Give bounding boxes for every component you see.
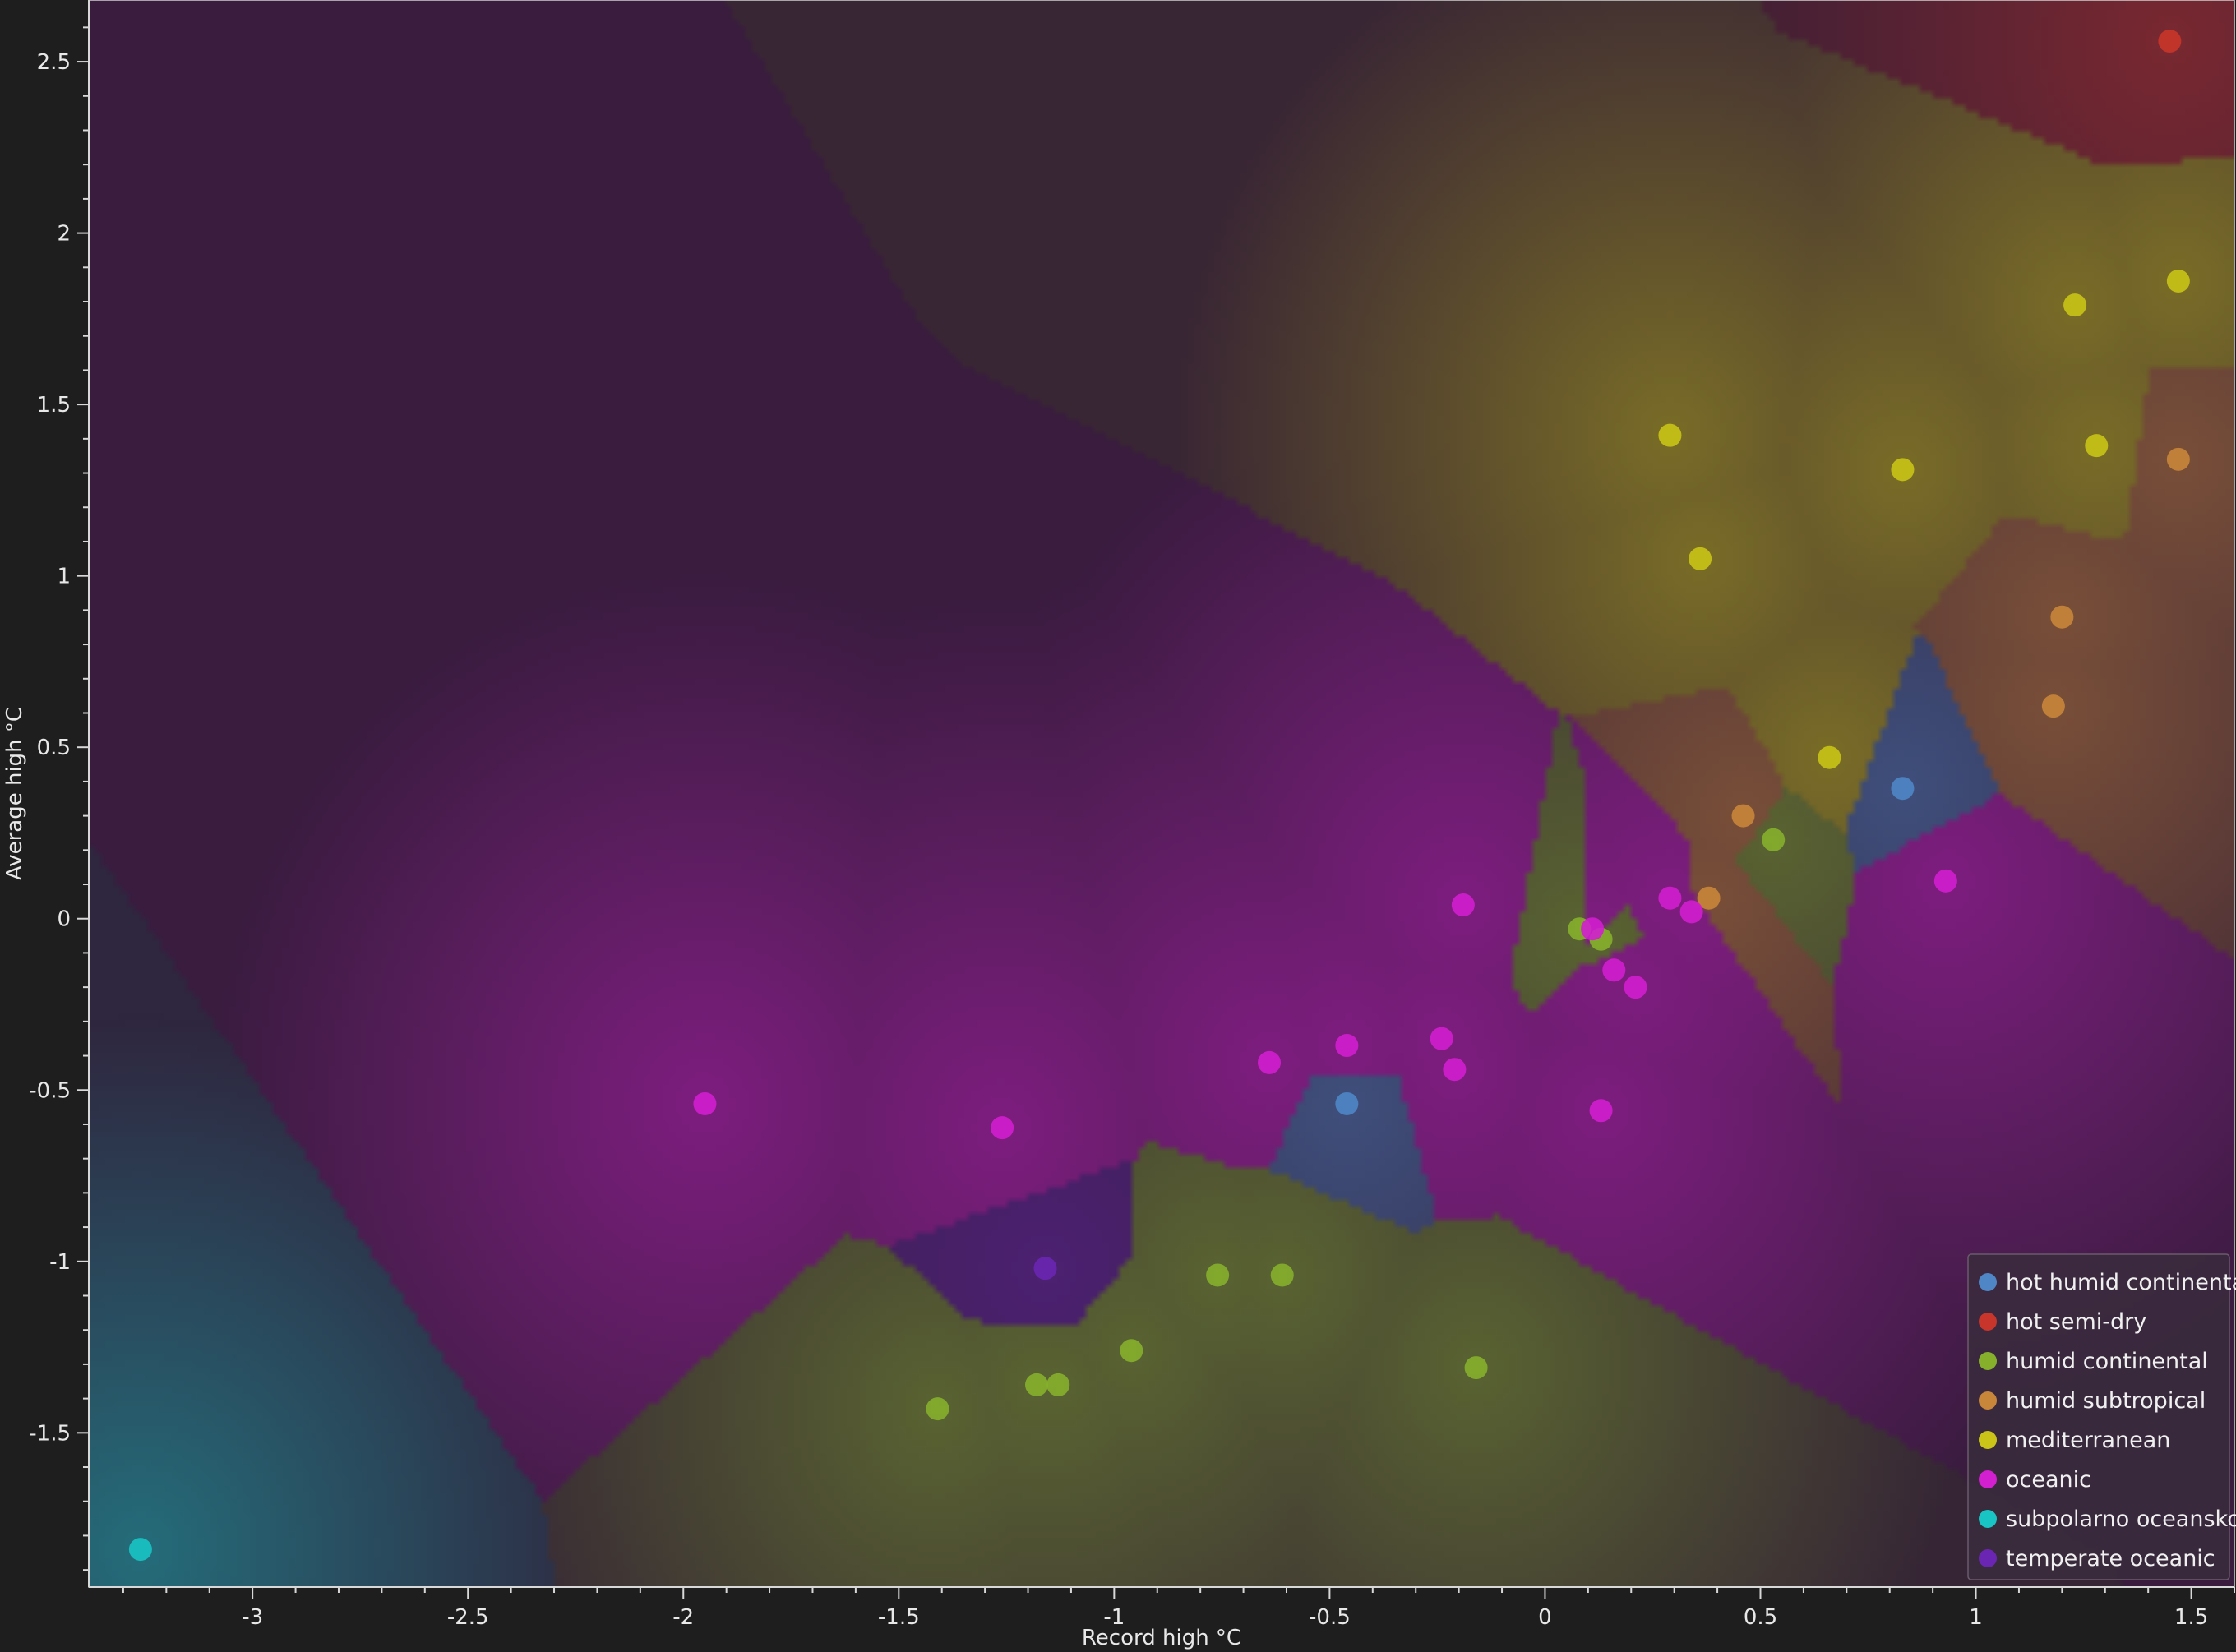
point-mediterranean [2166, 269, 2190, 293]
point-humid-continental [1270, 1263, 1294, 1287]
point-mediterranean [1689, 547, 1712, 570]
x-axis: -3 -2.5 -2 -1.5 -1 -0.5 0 0.5 1 1.5 [89, 1586, 2235, 1630]
point-humid-continental [1025, 1373, 1049, 1396]
point-temperate-oceanic [1033, 1257, 1057, 1281]
point-humid-continental [1762, 828, 1786, 851]
x-axis-title: Record high °C [1082, 1626, 1241, 1650]
y-tick-label: 2.5 [37, 50, 71, 75]
y-tick-label: 0.5 [37, 736, 71, 760]
legend-swatch [1979, 1352, 1997, 1370]
legend-swatch [1979, 1549, 1997, 1567]
point-oceanic [1451, 893, 1475, 917]
point-oceanic [1679, 900, 1703, 924]
legend-swatch [1979, 1273, 1997, 1291]
point-oceanic [991, 1116, 1014, 1140]
legend-swatch [1979, 1391, 1997, 1410]
point-humid-continental [1120, 1339, 1143, 1363]
legend-label: mediterranean [2006, 1428, 2170, 1453]
point-humid-continental [926, 1397, 949, 1421]
y-tick-label: -1.5 [29, 1421, 71, 1446]
point-hot-humid-continental [1335, 1091, 1359, 1115]
point-subpolarno-oceansko [128, 1538, 152, 1562]
point-hot-semi-dry [2158, 30, 2182, 53]
point-oceanic [1602, 958, 1626, 982]
y-tick-label: 1 [57, 565, 71, 589]
y-tick-label: 2 [57, 222, 71, 247]
point-humid-continental [1464, 1356, 1488, 1380]
point-oceanic [1581, 917, 1605, 941]
y-axis-title: Average high °C [2, 707, 27, 880]
decision-region-background [89, 0, 2234, 1587]
x-tick-label: 1 [1969, 1605, 1983, 1630]
point-oceanic [693, 1091, 717, 1115]
point-oceanic [1443, 1058, 1467, 1082]
point-oceanic [1589, 1099, 1613, 1123]
x-tick-label: -2 [672, 1605, 694, 1630]
point-humid-subtropical [1731, 804, 1755, 828]
legend-swatch [1979, 1313, 1997, 1331]
point-oceanic [1258, 1050, 1282, 1074]
x-tick-label: -2.5 [447, 1605, 489, 1630]
point-humid-subtropical [1697, 886, 1721, 910]
point-mediterranean [1658, 423, 1682, 447]
legend-label: humid subtropical [2006, 1388, 2206, 1414]
legend-label: temperate oceanic [2006, 1546, 2215, 1571]
legend-label: hot semi-dry [2006, 1309, 2146, 1335]
point-humid-subtropical [2050, 605, 2074, 629]
point-mediterranean [1818, 745, 1841, 769]
point-oceanic [1335, 1034, 1359, 1058]
legend-label: subpolarno oceansko [2006, 1507, 2236, 1532]
legend: hot humid continental hot semi-dry humid c… [1967, 1253, 2236, 1580]
x-tick-label: -0.5 [1309, 1605, 1351, 1630]
x-tick-label: 0 [1538, 1605, 1552, 1630]
point-oceanic [1430, 1027, 1453, 1050]
x-tick-label: -1.5 [878, 1605, 920, 1630]
plot-area [88, 0, 2235, 1588]
legend-swatch [1979, 1431, 1997, 1449]
y-tick-label: 0 [57, 907, 71, 932]
y-tick-label: -1 [49, 1250, 71, 1275]
y-tick-label: 1.5 [37, 393, 71, 418]
legend-label: humid continental [2006, 1349, 2208, 1374]
x-tick-label: -3 [242, 1605, 263, 1630]
point-oceanic [1624, 976, 1647, 999]
legend-label: oceanic [2006, 1467, 2091, 1493]
point-mediterranean [1891, 458, 1915, 482]
point-humid-continental [1046, 1373, 1070, 1396]
legend-box [1967, 1253, 2230, 1580]
point-humid-continental [1206, 1263, 1230, 1287]
data-points [128, 30, 2190, 1562]
point-humid-subtropical [2041, 694, 2065, 718]
legend-swatch [1979, 1510, 1997, 1528]
legend-label: hot humid continental [2006, 1270, 2236, 1295]
point-oceanic [1933, 869, 1957, 893]
point-mediterranean [2085, 434, 2109, 458]
y-axis: -1.5 -1 -0.5 0 0.5 1 1.5 2 2.5 [29, 0, 90, 1587]
y-tick-label: -0.5 [29, 1078, 71, 1103]
point-mediterranean [2063, 293, 2087, 317]
legend-swatch [1979, 1470, 1997, 1488]
x-tick-label: -1 [1103, 1605, 1125, 1630]
point-humid-subtropical [2166, 447, 2190, 471]
x-tick-label: 1.5 [2174, 1605, 2208, 1630]
x-tick-label: 0.5 [1744, 1605, 1777, 1630]
point-hot-humid-continental [1891, 777, 1915, 801]
point-oceanic [1658, 886, 1682, 910]
